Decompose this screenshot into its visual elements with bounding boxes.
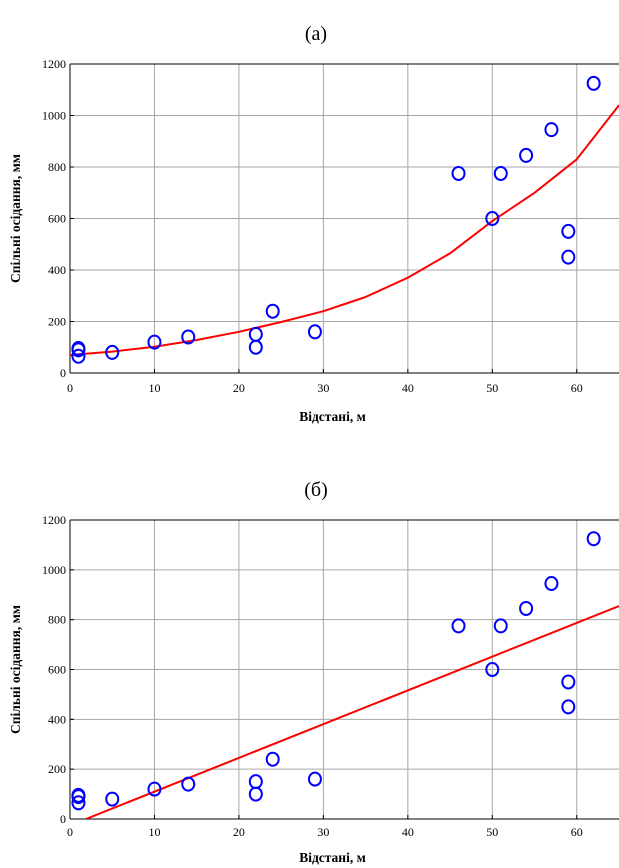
data-point [71, 341, 86, 357]
data-point [451, 618, 466, 634]
data-point [544, 576, 559, 592]
data-point [181, 776, 196, 792]
data-point [586, 75, 601, 91]
data-point [519, 147, 534, 163]
data-point [519, 600, 534, 616]
data-point [147, 334, 162, 350]
y-tick-label: 0 [60, 812, 66, 826]
x-tick-label: 60 [571, 381, 583, 395]
data-point [105, 344, 120, 360]
y-tick-label: 200 [48, 762, 66, 776]
data-point [561, 674, 576, 690]
data-point [586, 531, 601, 547]
data-point [181, 329, 196, 345]
data-point [485, 662, 500, 677]
fit-line [85, 605, 619, 819]
x-tick-label: 50 [486, 381, 498, 395]
panel-label: (б) [304, 479, 328, 501]
x-tick-label: 40 [402, 825, 414, 839]
y-axis-title: Спільні осідання, мм [8, 154, 23, 283]
x-tick-label: 60 [571, 825, 583, 839]
y-tick-label: 1000 [42, 109, 66, 123]
data-point [561, 699, 576, 715]
y-tick-label: 200 [48, 315, 66, 329]
y-tick-label: 400 [48, 263, 66, 277]
x-axis-title: Відстані, м [299, 409, 366, 424]
data-point [248, 774, 263, 790]
data-point [248, 786, 263, 802]
y-tick-label: 1200 [42, 513, 66, 527]
x-tick-label: 10 [148, 381, 160, 395]
data-point [451, 165, 466, 181]
y-tick-label: 600 [48, 663, 66, 677]
x-tick-label: 0 [67, 825, 73, 839]
y-tick-label: 800 [48, 160, 66, 174]
data-point [561, 223, 576, 239]
data-point [307, 324, 322, 340]
x-tick-label: 30 [317, 381, 329, 395]
data-point [248, 326, 263, 342]
x-axis-title: Відстані, м [299, 850, 366, 865]
x-tick-label: 50 [486, 825, 498, 839]
y-tick-label: 0 [60, 366, 66, 380]
fit-line [70, 104, 619, 356]
chart-0: (а)0 10 20 30 40 50 60020040060080010001200Від… [8, 23, 619, 424]
data-point [71, 348, 86, 364]
data-point [493, 165, 508, 181]
x-tick-label: 0 [67, 381, 73, 395]
data-point [544, 122, 559, 138]
y-tick-label: 1200 [42, 57, 66, 71]
x-tick-label: 40 [402, 381, 414, 395]
y-tick-label: 600 [48, 212, 66, 226]
y-axis-title: Спільні осідання, мм [8, 605, 23, 734]
data-point [147, 781, 162, 797]
data-point [105, 791, 120, 807]
data-point [561, 249, 576, 265]
data-point [307, 771, 322, 787]
x-tick-label: 20 [233, 381, 245, 395]
y-tick-label: 1000 [42, 563, 66, 577]
data-point [248, 339, 263, 355]
x-tick-label: 10 [148, 825, 160, 839]
data-point [265, 751, 280, 767]
x-tick-label: 30 [317, 825, 329, 839]
y-tick-label: 400 [48, 712, 66, 726]
chart-1: (б)0 10 20 30 40 50 60020040060080010001200Від… [8, 479, 619, 865]
data-point [265, 303, 280, 319]
data-point [71, 787, 86, 803]
y-tick-label: 800 [48, 613, 66, 627]
data-point [71, 795, 86, 811]
x-tick-label: 20 [233, 825, 245, 839]
panel-label: (а) [305, 23, 327, 45]
data-point [493, 618, 508, 634]
data-point [485, 211, 500, 226]
